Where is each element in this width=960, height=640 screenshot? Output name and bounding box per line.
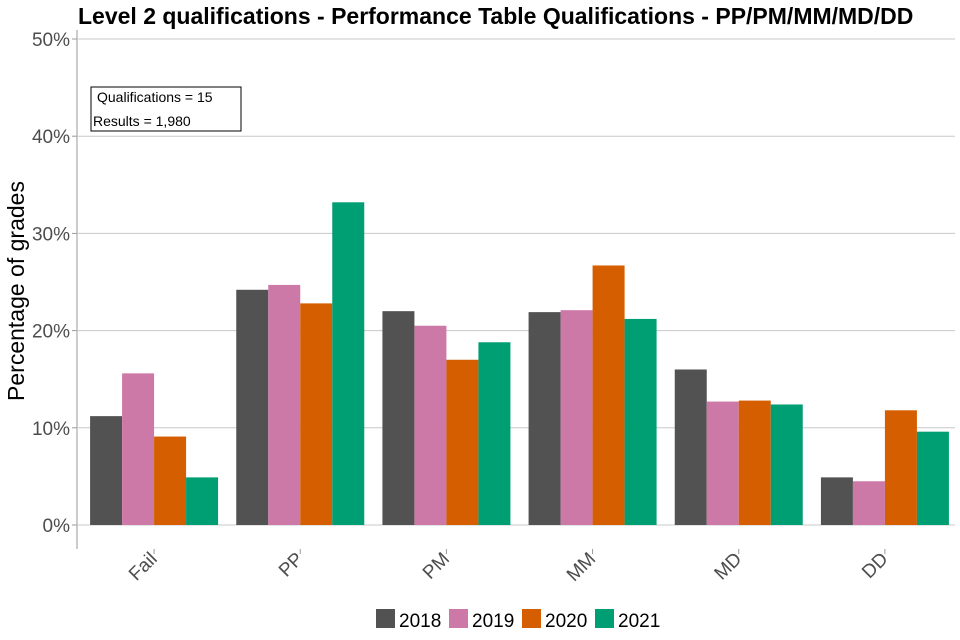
x-tick-label: Fail (125, 549, 162, 586)
bar-pp-2018 (236, 289, 269, 525)
bar-dd-2019 (852, 481, 885, 525)
bar-dd-2018 (820, 477, 853, 525)
y-tick-label: 40% (32, 127, 70, 148)
bar-pp-2021 (332, 202, 365, 525)
bar-mm-2020 (592, 265, 625, 525)
x-tick-label: PP (275, 549, 308, 582)
legend-label-2018: 2018 (399, 611, 441, 632)
gridlines (78, 38, 955, 526)
y-axis-ticks: 0% 10% 20% 30% 40% 50% (32, 30, 77, 537)
bar-pm-2018 (382, 311, 415, 525)
annotation-box: Qualifications = 15 Results = 1,980 (90, 86, 242, 132)
bar-dd-2020 (884, 410, 917, 525)
y-tick-label: 10% (32, 419, 70, 440)
bar-fail-2021 (186, 477, 219, 525)
legend-swatch-2020 (522, 609, 541, 628)
x-axis-ticks: Fail PP PM MM MD DD (125, 549, 892, 586)
annotation-results: Results = 1,980 (93, 113, 191, 129)
bar-fail-2019 (122, 373, 155, 525)
legend-label-2021: 2021 (618, 611, 660, 632)
y-tick-label: 0% (43, 516, 71, 537)
legend: 2018 2019 2020 2021 (376, 609, 660, 632)
bar-mm-2019 (560, 310, 593, 525)
bar-md-2018 (674, 369, 707, 525)
y-tick-label: 50% (32, 30, 70, 51)
x-tick-label: PM (419, 549, 454, 584)
legend-swatch-2021 (595, 609, 614, 628)
bar-dd-2021 (916, 431, 949, 525)
bar-mm-2018 (528, 312, 561, 525)
y-axis-label: Percentage of grades (3, 181, 29, 401)
bars (90, 202, 949, 525)
bar-pp-2020 (300, 303, 333, 525)
bar-pp-2019 (268, 284, 301, 525)
y-tick-label: 20% (32, 322, 70, 343)
bar-md-2019 (706, 401, 739, 525)
legend-label-2020: 2020 (545, 611, 587, 632)
annotation-qualifications: Qualifications = 15 (97, 89, 213, 105)
x-tick-label: MM (563, 549, 600, 586)
bar-pm-2020 (446, 359, 479, 525)
legend-swatch-2018 (376, 609, 395, 628)
legend-swatch-2019 (449, 609, 468, 628)
annotation-border (90, 86, 242, 132)
bar-pm-2019 (414, 325, 447, 525)
chart-title: Level 2 qualifications - Performance Tab… (78, 3, 913, 29)
bar-mm-2021 (624, 318, 657, 525)
x-tick-label: MD (711, 549, 747, 585)
x-tick-label: DD (858, 549, 892, 583)
bar-fail-2020 (154, 436, 187, 525)
bar-md-2020 (738, 400, 771, 525)
y-tick-label: 30% (32, 224, 70, 245)
bar-fail-2018 (90, 416, 123, 525)
bar-pm-2021 (478, 342, 511, 525)
bar-md-2021 (770, 404, 803, 525)
legend-label-2019: 2019 (472, 611, 514, 632)
